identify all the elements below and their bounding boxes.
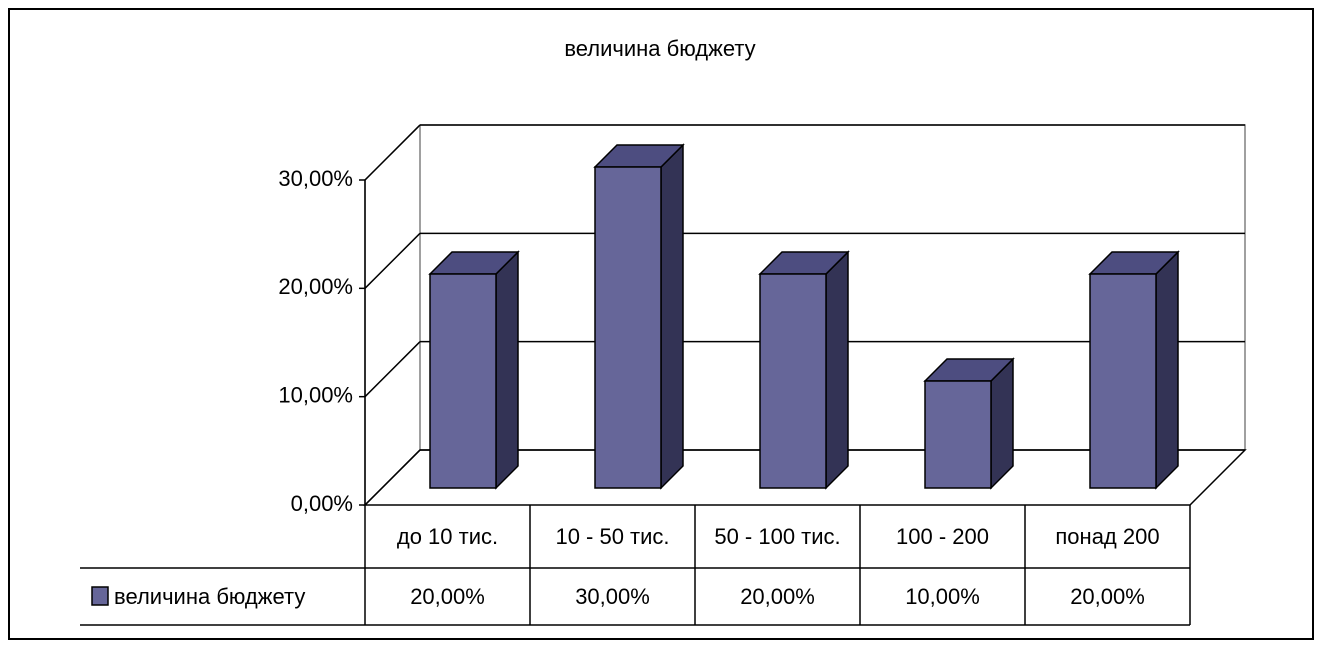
y-tick-label: 0,00%: [291, 491, 353, 516]
bar-side: [495, 250, 519, 490]
grid-line: [364, 449, 421, 506]
x-tick-label: до 10 тис.: [397, 524, 498, 549]
x-tick-label: 100 - 200: [896, 524, 989, 549]
x-tick-label: 50 - 100 тис.: [714, 524, 840, 549]
bar-side: [1155, 250, 1179, 490]
data-label: 20,00%: [1070, 584, 1145, 609]
data-label: 20,00%: [410, 584, 485, 609]
grid-line: [364, 232, 421, 289]
y-tick-label: 30,00%: [278, 166, 353, 191]
bar-side: [825, 250, 849, 490]
grid-line: [364, 341, 421, 398]
x-tick-label: понад 200: [1055, 524, 1159, 549]
bar: [1089, 273, 1157, 489]
x-tick-label: 10 - 50 тис.: [555, 524, 669, 549]
data-label: 10,00%: [905, 584, 980, 609]
bar: [924, 380, 992, 489]
y-tick-label: 20,00%: [278, 274, 353, 299]
bar: [429, 273, 497, 489]
data-label: 20,00%: [740, 584, 815, 609]
legend-label: величина бюджету: [114, 584, 305, 609]
y-tick-label: 10,00%: [278, 382, 353, 407]
data-label: 30,00%: [575, 584, 650, 609]
bar-side: [660, 143, 684, 490]
grid-line: [364, 124, 421, 181]
legend-key: [91, 586, 109, 606]
chart-title: величина бюджету: [564, 36, 755, 61]
bar: [594, 166, 662, 489]
bar: [759, 273, 827, 489]
